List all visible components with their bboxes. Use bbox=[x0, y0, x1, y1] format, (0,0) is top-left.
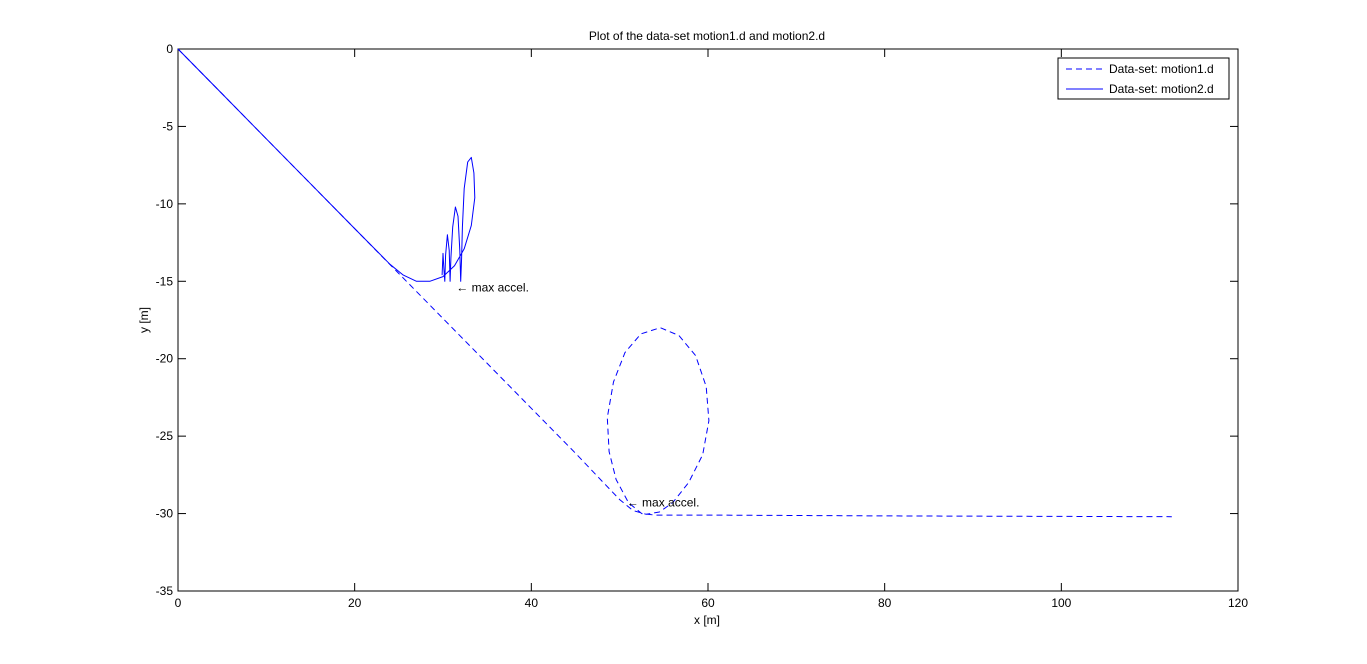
y-tick-label: 0 bbox=[166, 42, 173, 56]
series-line-1 bbox=[177, 48, 1172, 518]
y-axis-label: y [m] bbox=[137, 307, 151, 333]
x-tick-label: 40 bbox=[525, 596, 539, 610]
legend-box bbox=[1057, 57, 1230, 100]
x-tick-label: 20 bbox=[348, 596, 362, 610]
x-axis-label: x [m] bbox=[694, 613, 720, 627]
chart-title: Plot of the data-set motion1.d and motio… bbox=[589, 29, 825, 43]
annotation-max-accel: ← max accel. bbox=[456, 280, 529, 294]
x-tick-label: 120 bbox=[1228, 596, 1248, 610]
series-layer bbox=[177, 48, 1172, 518]
legend: Data-set: motion1.d Data-set: motion2.d bbox=[1057, 57, 1230, 100]
y-tick-label: -10 bbox=[156, 197, 174, 211]
y-tick-label: -25 bbox=[156, 429, 174, 443]
y-tick-label: -30 bbox=[156, 507, 174, 521]
annotations: ← max accel. ← max accel. bbox=[456, 280, 699, 509]
y-tick-label: -35 bbox=[156, 584, 174, 598]
legend-label-motion1: Data-set: motion1.d bbox=[1109, 62, 1214, 76]
plot-area bbox=[177, 48, 1239, 592]
x-tick-label: 80 bbox=[878, 596, 892, 610]
axis-ticks: 0 20 40 60 80 100 120 0 -5 -10 -15 -20 -25 -30 -35 bbox=[156, 42, 1249, 610]
series-line-2 bbox=[177, 48, 476, 282]
y-tick-label: -15 bbox=[156, 274, 174, 288]
y-tick-label: -5 bbox=[162, 119, 173, 133]
y-tick-label: -20 bbox=[156, 352, 174, 366]
legend-label-motion2: Data-set: motion2.d bbox=[1109, 82, 1214, 96]
x-tick-label: 60 bbox=[701, 596, 715, 610]
annotation-max-accel: ← max accel. bbox=[627, 496, 700, 510]
x-tick-label: 100 bbox=[1051, 596, 1071, 610]
x-tick-label: 0 bbox=[175, 596, 182, 610]
